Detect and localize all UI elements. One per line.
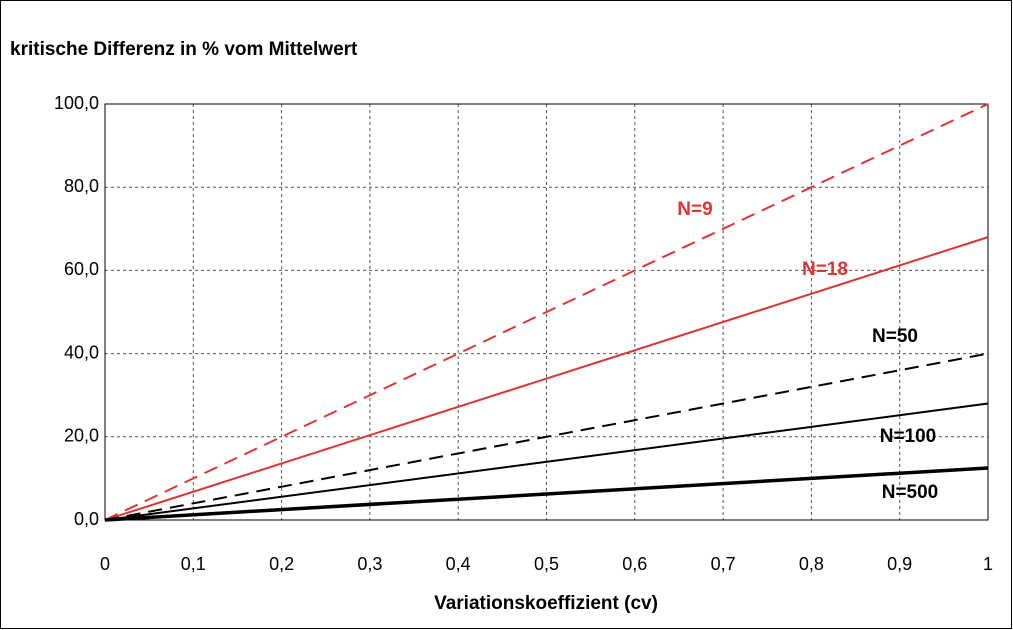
y-tick-label: 100,0: [54, 93, 99, 113]
series-line: [104, 352, 989, 521]
series-label: N=18: [802, 259, 848, 280]
x-tick-label: 0,6: [622, 554, 647, 574]
series-label: N=500: [882, 482, 939, 503]
x-tick-label: 0,3: [357, 554, 382, 574]
x-tick-label: 0,8: [799, 554, 824, 574]
chart-title: kritische Differenz in % vom Mittelwert: [10, 39, 358, 60]
series-label: N=9: [677, 199, 712, 220]
series-label: N=50: [872, 326, 918, 347]
plot-area: [104, 103, 989, 521]
x-tick-label: 0,7: [711, 554, 736, 574]
x-tick-label: 0,1: [181, 554, 206, 574]
y-tick-label: 80,0: [64, 176, 99, 196]
x-tick-label: 0,5: [534, 554, 559, 574]
x-tick-label: 0: [100, 554, 110, 574]
series-line: [104, 402, 989, 521]
series-line: [104, 236, 989, 521]
series-line: [104, 466, 989, 522]
series-line: [104, 103, 989, 521]
x-tick-label: 0,2: [269, 554, 294, 574]
x-axis-label: Variationskoeffizient (cv): [434, 593, 658, 614]
y-tick-label: 20,0: [64, 426, 99, 446]
series-label: N=100: [880, 426, 937, 447]
x-tick-label: 0,4: [446, 554, 471, 574]
y-tick-label: 0,0: [74, 509, 99, 529]
x-tick-label: 1: [983, 554, 993, 574]
y-tick-label: 40,0: [64, 342, 99, 362]
x-tick-label: 0,9: [887, 554, 912, 574]
y-tick-label: 60,0: [64, 259, 99, 279]
